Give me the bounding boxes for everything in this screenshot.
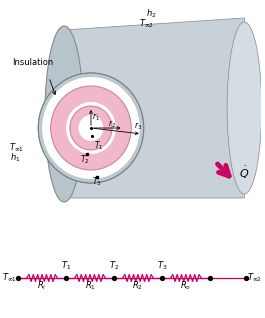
- Text: $T_2$: $T_2$: [81, 153, 90, 165]
- Text: $\dot{Q}$: $\dot{Q}$: [239, 165, 249, 181]
- Text: $h_1$: $h_1$: [10, 152, 21, 164]
- Text: $T_3$: $T_3$: [157, 259, 167, 272]
- Text: $T_{\infty1}$: $T_{\infty1}$: [8, 141, 24, 154]
- Ellipse shape: [227, 22, 262, 194]
- Text: $T_{\infty1}$: $T_{\infty1}$: [2, 272, 17, 284]
- Ellipse shape: [45, 26, 83, 202]
- Polygon shape: [64, 18, 244, 198]
- Text: $r_1$: $r_1$: [92, 111, 100, 123]
- Text: $R_i$: $R_i$: [37, 280, 47, 293]
- Text: $T_{\infty2}$: $T_{\infty2}$: [139, 17, 154, 30]
- Text: $R_o$: $R_o$: [180, 280, 192, 293]
- Text: $r_2$: $r_2$: [108, 118, 116, 130]
- Ellipse shape: [38, 73, 144, 183]
- Text: $T_1$: $T_1$: [61, 259, 71, 272]
- Text: $T_2$: $T_2$: [109, 259, 119, 272]
- Circle shape: [51, 86, 131, 170]
- Circle shape: [70, 106, 112, 150]
- Circle shape: [78, 115, 103, 141]
- Text: $R_2$: $R_2$: [132, 280, 143, 293]
- Text: $h_2$: $h_2$: [146, 7, 156, 19]
- Text: $T_{\infty2}$: $T_{\infty2}$: [247, 272, 262, 284]
- Circle shape: [38, 73, 144, 183]
- Text: Insulation: Insulation: [12, 58, 54, 67]
- Text: $R_1$: $R_1$: [85, 280, 95, 293]
- Text: $r_3$: $r_3$: [134, 120, 142, 132]
- Circle shape: [42, 77, 140, 179]
- Text: $T_1$: $T_1$: [94, 140, 103, 153]
- Text: $T_3$: $T_3$: [92, 176, 101, 189]
- Circle shape: [66, 102, 116, 154]
